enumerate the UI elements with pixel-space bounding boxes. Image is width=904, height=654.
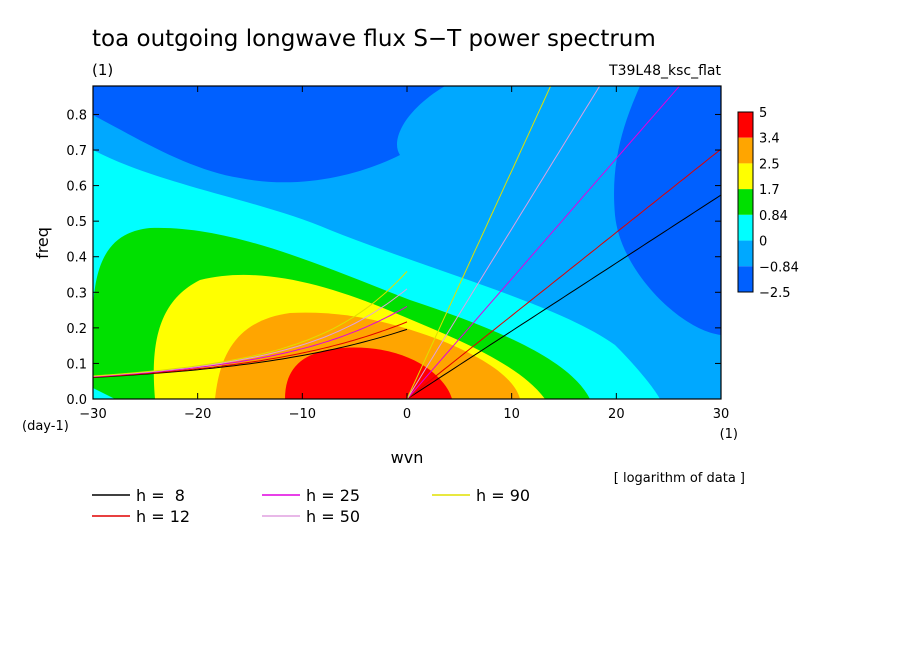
x-tick-label: −30 (79, 407, 106, 422)
mrg-wave-curve (93, 271, 408, 377)
y-axis-label: freq (33, 227, 52, 259)
kelvin-wave-curve (406, 86, 681, 399)
dispersion-curves (93, 86, 721, 399)
x-axis-label: wvn (391, 448, 424, 467)
y-tick-label: 0.3 (66, 286, 87, 301)
x-tick-label: 20 (608, 407, 625, 422)
contour-fill (600, 86, 721, 335)
colorbar: 5 3.4 2.5 1.7 0.84 0 −0.84 −2.5 (737, 106, 799, 301)
x-tick-label: 0 (403, 407, 411, 422)
kelvin-wave-curve (406, 86, 552, 399)
contour-fill (93, 86, 445, 183)
colorbar-label: 0.84 (759, 209, 788, 224)
y-tick-label: 0.0 (66, 393, 87, 408)
colorbar-label: −0.84 (759, 260, 799, 275)
chart-subtitle-left: (1) (92, 61, 113, 79)
kelvin-wave-curve (406, 148, 721, 399)
colorbar-frame (737, 111, 754, 293)
colorbar-swatch (738, 214, 753, 241)
contour-fill (285, 347, 452, 399)
legend-label: h = 8 (136, 486, 185, 505)
legend-label: h = 50 (306, 507, 360, 526)
x-axis-unit: (1) (720, 427, 738, 442)
x-tick-label: −20 (184, 407, 211, 422)
mrg-wave-curve (93, 305, 408, 378)
colorbar-swatch (738, 112, 753, 138)
x-axis: −30 −20 −10 0 10 20 30 (79, 86, 729, 422)
y-axis: 0.0 0.1 0.2 0.3 0.4 0.5 0.6 0.7 0.8 (66, 108, 721, 408)
x-tick-label: 30 (713, 407, 730, 422)
colorbar-label: 0 (759, 235, 767, 250)
chart-subtitle-right: T39L48_ksc_flat (608, 63, 721, 79)
colorbar-swatch (738, 240, 753, 267)
y-axis-unit: (day-1) (22, 419, 69, 434)
y-tick-label: 0.1 (66, 357, 87, 372)
y-tick-label: 0.5 (66, 215, 87, 230)
colorbar-swatch (738, 189, 753, 215)
kelvin-wave-curve (406, 194, 721, 399)
y-tick-label: 0.8 (66, 108, 87, 123)
kelvin-wave-curve (406, 86, 601, 399)
plot-area (93, 86, 721, 399)
contour-fill (93, 388, 115, 399)
colorbar-swatch (738, 137, 753, 164)
mrg-wave-curve (93, 321, 408, 378)
legend-label: h = 12 (136, 507, 190, 526)
colorbar-label: 5 (759, 106, 767, 121)
y-tick-label: 0.6 (66, 180, 87, 195)
legend: h = 8 h = 12 h = 25 h = 50 h = 90 (92, 486, 530, 526)
legend-label: h = 90 (476, 486, 530, 505)
colorbar-swatch (738, 266, 753, 292)
colorbar-label: 2.5 (759, 157, 780, 172)
chart-title: toa outgoing longwave flux S−T power spe… (92, 26, 656, 52)
colorbar-label: −2.5 (759, 286, 791, 301)
y-tick-label: 0.7 (66, 144, 87, 159)
x-tick-label: −10 (289, 407, 316, 422)
x-tick-label: 10 (503, 407, 520, 422)
y-tick-label: 0.2 (66, 322, 87, 337)
colorbar-swatch (738, 163, 753, 190)
legend-label: h = 25 (306, 486, 360, 505)
colorbar-label: 1.7 (759, 183, 780, 198)
y-tick-label: 0.4 (66, 251, 87, 266)
data-note: [ logarithm of data ] (614, 471, 745, 486)
colorbar-label: 3.4 (759, 132, 780, 147)
